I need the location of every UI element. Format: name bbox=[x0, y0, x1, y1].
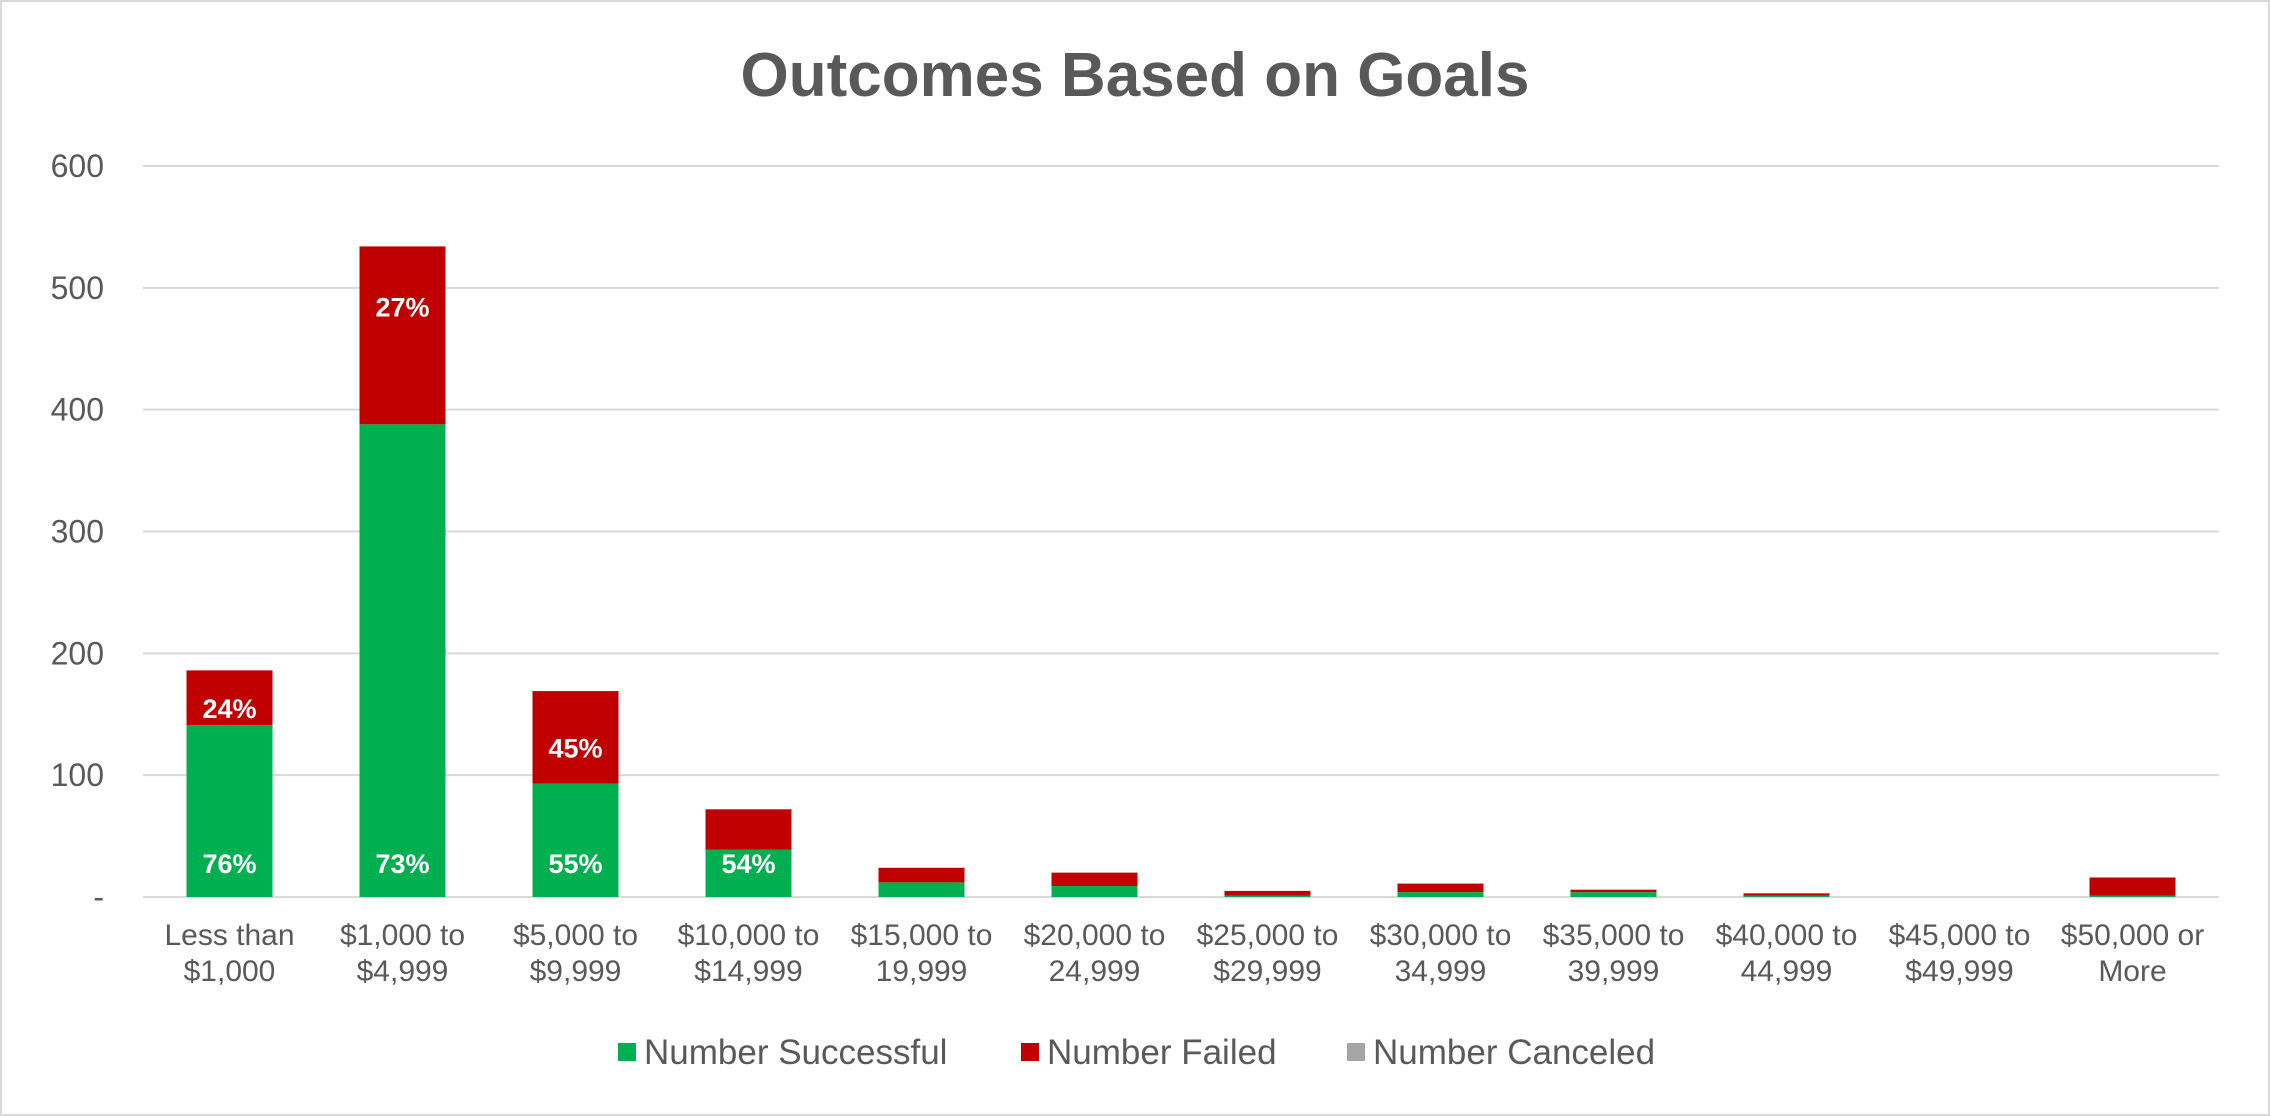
legend-swatch bbox=[1347, 1043, 1365, 1061]
legend-swatch bbox=[1021, 1043, 1039, 1061]
x-tick-label: $1,000 bbox=[184, 955, 276, 988]
data-label: 55% bbox=[548, 849, 602, 879]
y-tick-label: 300 bbox=[51, 514, 104, 550]
legend: Number Successful Number Failed Number Can… bbox=[618, 1033, 1655, 1072]
y-tick-label: 200 bbox=[51, 635, 104, 671]
bar-segment bbox=[1051, 886, 1138, 897]
legend-swatch bbox=[618, 1043, 636, 1061]
x-tick-label: $4,999 bbox=[357, 955, 449, 988]
x-tick-label: $50,000 or bbox=[2061, 919, 2204, 952]
x-tick-label: $25,000 to bbox=[1197, 919, 1339, 952]
x-tick-label: $1,000 to bbox=[340, 919, 465, 952]
x-tick-label: $30,000 to bbox=[1370, 919, 1512, 952]
bar-segment bbox=[1570, 892, 1657, 897]
y-tick-label: 600 bbox=[51, 148, 104, 184]
x-tick-label: 19,999 bbox=[876, 955, 968, 988]
y-tick-label: 400 bbox=[51, 392, 104, 428]
data-label: 27% bbox=[375, 292, 429, 322]
x-tick-label: 34,999 bbox=[1395, 955, 1487, 988]
bar-segment bbox=[186, 725, 273, 897]
data-label: 73% bbox=[375, 849, 429, 879]
bar-segment bbox=[2089, 895, 2176, 897]
legend-label: Number Successful bbox=[644, 1033, 947, 1072]
x-tick-label: $49,999 bbox=[1905, 955, 2013, 988]
legend-label: Number Canceled bbox=[1373, 1033, 1655, 1072]
x-tick-label: $45,000 to bbox=[1889, 919, 2031, 952]
data-label: 76% bbox=[202, 849, 256, 879]
data-labels: 76% 24% 73% 27% 55% 45% 54% bbox=[202, 292, 775, 879]
bar-segment bbox=[1397, 883, 1484, 893]
bars bbox=[186, 246, 2176, 897]
bar-segment bbox=[1743, 893, 1830, 896]
x-tick-label: Less than bbox=[164, 919, 294, 952]
bar-segment bbox=[1051, 872, 1138, 887]
bar-segment bbox=[532, 691, 619, 784]
data-label: 54% bbox=[721, 849, 775, 879]
bar-segment bbox=[1397, 892, 1484, 897]
bar-segment bbox=[705, 849, 792, 897]
x-tick-label: 24,999 bbox=[1049, 955, 1141, 988]
x-tick-label: $35,000 to bbox=[1543, 919, 1685, 952]
chart-title: Outcomes Based on Goals bbox=[741, 41, 1530, 110]
bar-segment bbox=[878, 882, 965, 897]
bar-segment bbox=[359, 246, 446, 425]
x-tick-label: $15,000 to bbox=[851, 919, 993, 952]
bar-segment bbox=[878, 867, 965, 883]
bar-segment bbox=[2089, 877, 2176, 896]
x-tick-label: 39,999 bbox=[1568, 955, 1660, 988]
bar-segment bbox=[532, 783, 619, 897]
bar-segment bbox=[1224, 890, 1311, 896]
x-tick-label: $40,000 to bbox=[1716, 919, 1858, 952]
bar-segment bbox=[705, 809, 792, 850]
legend-label: Number Failed bbox=[1047, 1033, 1277, 1072]
y-axis: - 100 200 300 400 500 600 bbox=[51, 148, 104, 915]
x-tick-label: $20,000 to bbox=[1024, 919, 1166, 952]
x-tick-label: $9,999 bbox=[530, 955, 622, 988]
y-tick-label: 500 bbox=[51, 270, 104, 306]
gridlines bbox=[143, 165, 2219, 898]
y-tick-label: - bbox=[93, 879, 104, 915]
bar-segment bbox=[1570, 889, 1657, 893]
x-tick-label: 44,999 bbox=[1741, 955, 1833, 988]
bar-segment bbox=[1743, 895, 1830, 897]
x-tick-label: $10,000 to bbox=[678, 919, 820, 952]
x-axis: Less than$1,000$1,000 to$4,999$5,000 to$… bbox=[164, 919, 2204, 988]
x-tick-label: $14,999 bbox=[694, 955, 802, 988]
x-tick-label: $29,999 bbox=[1213, 955, 1321, 988]
x-tick-label: $5,000 to bbox=[513, 919, 638, 952]
x-tick-label: More bbox=[2098, 955, 2166, 988]
data-label: 24% bbox=[202, 694, 256, 724]
bar-segment bbox=[359, 424, 446, 897]
data-label: 45% bbox=[548, 733, 602, 763]
y-tick-label: 100 bbox=[51, 757, 104, 793]
bar-segment bbox=[1224, 895, 1311, 897]
bar-segment bbox=[186, 670, 273, 726]
